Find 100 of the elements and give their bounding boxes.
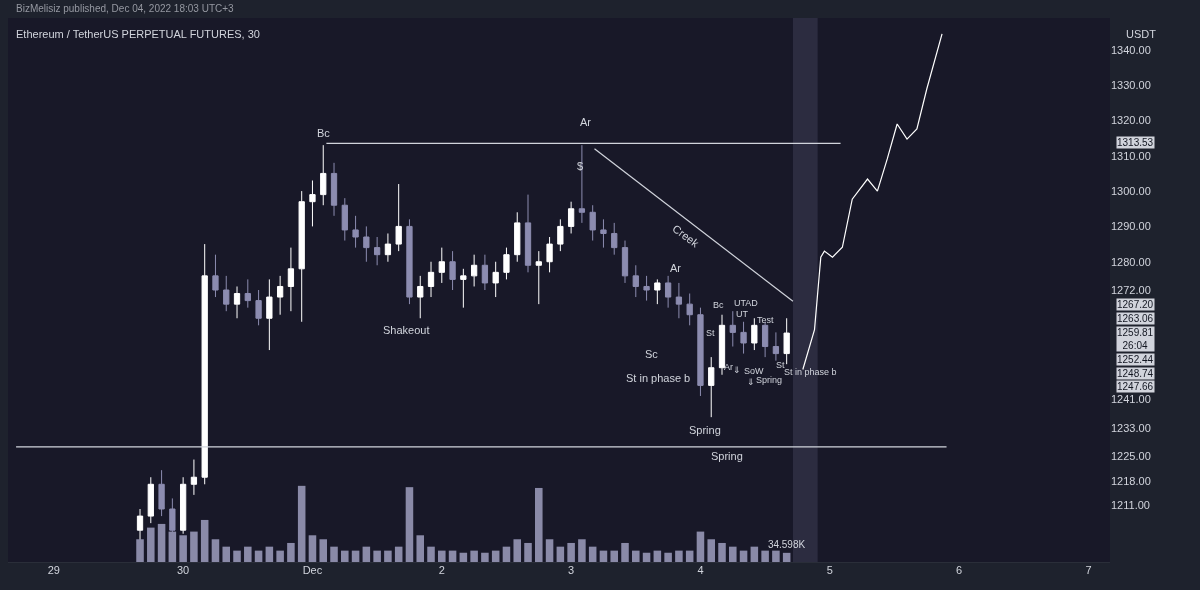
annotation: Ar xyxy=(724,362,733,372)
x-tick-label: 2 xyxy=(438,564,445,576)
candlestick xyxy=(352,215,359,249)
bar xyxy=(211,539,220,562)
annotation: St xyxy=(776,360,785,370)
candlestick xyxy=(589,204,596,242)
bar xyxy=(297,485,306,562)
candlestick xyxy=(524,194,532,273)
candlestick xyxy=(298,190,305,323)
candlestick xyxy=(675,282,683,319)
bar xyxy=(190,531,198,562)
annotation: Bc xyxy=(317,127,331,139)
bar xyxy=(782,552,791,562)
candlestick xyxy=(190,459,198,496)
bar xyxy=(362,546,371,562)
text: 1267.20 xyxy=(1117,299,1154,310)
bar xyxy=(750,546,759,562)
x-tick-label: 5 xyxy=(826,564,833,576)
y-tick-label: 1320.00 xyxy=(1111,114,1151,127)
bar xyxy=(200,519,209,562)
bar xyxy=(556,546,565,562)
text: Ethereum / TetherUS PERPETUAL FUTURES, 30 xyxy=(16,28,260,40)
bar xyxy=(265,546,274,562)
y-tick-label: 1211.00 xyxy=(1111,499,1150,512)
bar xyxy=(685,550,694,562)
candlestick xyxy=(621,240,629,284)
bar xyxy=(502,546,511,562)
x-tick-label: 30 xyxy=(177,564,190,576)
bar xyxy=(545,539,554,562)
y-tick-label: 1218.00 xyxy=(1111,474,1151,487)
text: 1259.81 26:04 xyxy=(1117,327,1154,351)
candlestick xyxy=(244,278,251,309)
annotation: Sc xyxy=(645,348,659,360)
candlestick xyxy=(438,247,445,284)
candlestick xyxy=(664,275,672,309)
x-tick-label: Dec xyxy=(302,564,323,576)
x-tick-label: 3 xyxy=(568,564,575,576)
candlestick xyxy=(772,331,780,362)
bar xyxy=(588,546,597,562)
candlestick xyxy=(384,232,392,263)
candlestick xyxy=(654,278,661,305)
bar xyxy=(599,550,608,562)
candlestick xyxy=(708,356,715,418)
annotation: Ar xyxy=(670,262,682,274)
bar xyxy=(772,550,780,562)
x-tick-label: 6 xyxy=(956,564,963,576)
annotation: Shakeout xyxy=(383,324,430,336)
candlestick xyxy=(233,285,241,319)
annotation: Test xyxy=(757,315,775,325)
bar xyxy=(351,550,360,562)
candlestick xyxy=(578,144,586,224)
candlestick xyxy=(406,218,413,305)
annotation: ⇓ xyxy=(733,365,741,375)
bar xyxy=(621,542,629,562)
candlestick xyxy=(740,321,747,355)
bar xyxy=(642,552,651,562)
bar xyxy=(481,552,489,562)
x-tick-label: 29 xyxy=(47,564,60,576)
bar xyxy=(459,552,468,562)
candlestick xyxy=(697,307,704,397)
bar xyxy=(373,550,381,562)
annotation: Spring xyxy=(756,375,783,385)
candlestick xyxy=(179,476,187,535)
bar xyxy=(330,546,338,562)
bar xyxy=(707,539,715,562)
candlestick xyxy=(427,261,435,298)
candlestick xyxy=(212,254,219,298)
bar xyxy=(513,539,522,562)
bar xyxy=(610,550,619,562)
y-tick-label: 1225.00 xyxy=(1111,449,1151,462)
candlestick xyxy=(600,218,607,249)
data-label: 34.598K xyxy=(767,538,806,550)
bar xyxy=(448,550,457,562)
candlestick xyxy=(287,247,295,312)
candlestick xyxy=(643,275,650,302)
candlestick xyxy=(481,254,489,291)
candlestick xyxy=(718,314,726,376)
candlestick xyxy=(201,243,208,485)
bar xyxy=(535,487,543,562)
annotation: Bc xyxy=(713,300,724,310)
candlestick xyxy=(632,264,639,298)
annotation: St in phase b xyxy=(626,372,691,384)
bar xyxy=(244,546,252,562)
bar xyxy=(491,550,500,562)
annotation: UTAD xyxy=(734,298,759,308)
bar xyxy=(341,550,349,562)
bar xyxy=(157,523,166,562)
chart-subtitle: BizMelisiz published, Dec 04, 2022 18:03 UTC+3 xyxy=(16,3,235,14)
y-tick-label: 1241.00 xyxy=(1111,393,1151,406)
annotation: SoW xyxy=(744,366,765,376)
bar xyxy=(179,535,187,562)
y-tick-label: 1233.00 xyxy=(1111,421,1151,434)
annotation: ⇓ xyxy=(747,377,755,387)
candlestick xyxy=(255,289,262,326)
candlestick xyxy=(492,261,499,298)
y-tick-label: 1290.00 xyxy=(1111,220,1151,233)
x-tick-label: 7 xyxy=(1085,564,1092,576)
y-tick-label: 1280.00 xyxy=(1111,255,1151,268)
x-tick-label: 4 xyxy=(697,564,704,576)
y-tick-label: 1300.00 xyxy=(1111,184,1151,197)
